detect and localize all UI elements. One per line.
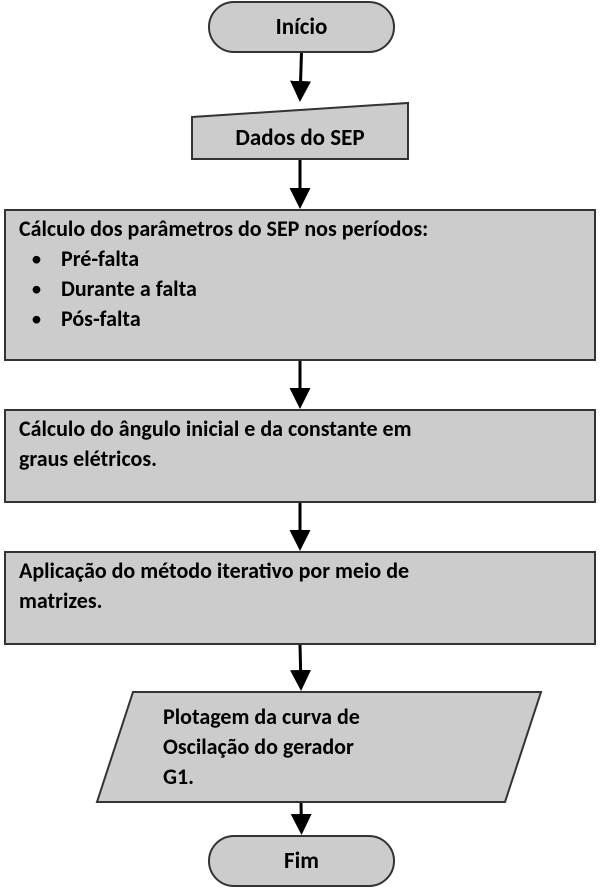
calc_params-bullet: Pós-falta xyxy=(61,305,141,332)
plot-line: G1. xyxy=(163,763,194,790)
iterative-text: Aplicação do método iterativo por meio d… xyxy=(19,557,409,584)
calc_angle-text: Cálculo do ângulo inicial e da constante… xyxy=(19,415,412,442)
calc_params-bullet: Durante a falta xyxy=(61,275,197,302)
flow-arrow xyxy=(300,52,302,99)
calc_angle-text: graus elétricos. xyxy=(19,445,157,472)
input-node: Dados do SEP xyxy=(192,103,408,159)
iterative-text: matrizes. xyxy=(19,587,102,614)
flow-arrow xyxy=(301,802,302,832)
plot-line: Plotagem da curva de xyxy=(163,703,360,730)
bullet-dot: • xyxy=(31,275,42,302)
end-node: Fim xyxy=(209,836,394,886)
start-label: Início xyxy=(276,13,328,41)
calc_params-title: Cálculo dos parâmetros do SEP nos períod… xyxy=(19,215,428,242)
end-label: Fim xyxy=(284,847,319,875)
calc_params-bullet: Pré-falta xyxy=(61,245,139,272)
plot-line: Oscilação do gerador xyxy=(163,733,354,760)
bullet-dot: • xyxy=(31,305,42,332)
start-node: Início xyxy=(209,2,394,52)
iterative-node: Aplicação do método iterativo por meio d… xyxy=(5,552,595,644)
plot-node: Plotagem da curva de Oscilação do gerador… xyxy=(97,692,541,802)
bullet-dot: • xyxy=(31,245,42,272)
calc_angle-node: Cálculo do ângulo inicial e da constante… xyxy=(5,410,595,502)
calc_params-node: Cálculo dos parâmetros do SEP nos períod… xyxy=(5,210,595,360)
input-label: Dados do SEP xyxy=(235,124,364,152)
flow-arrow xyxy=(300,644,301,688)
